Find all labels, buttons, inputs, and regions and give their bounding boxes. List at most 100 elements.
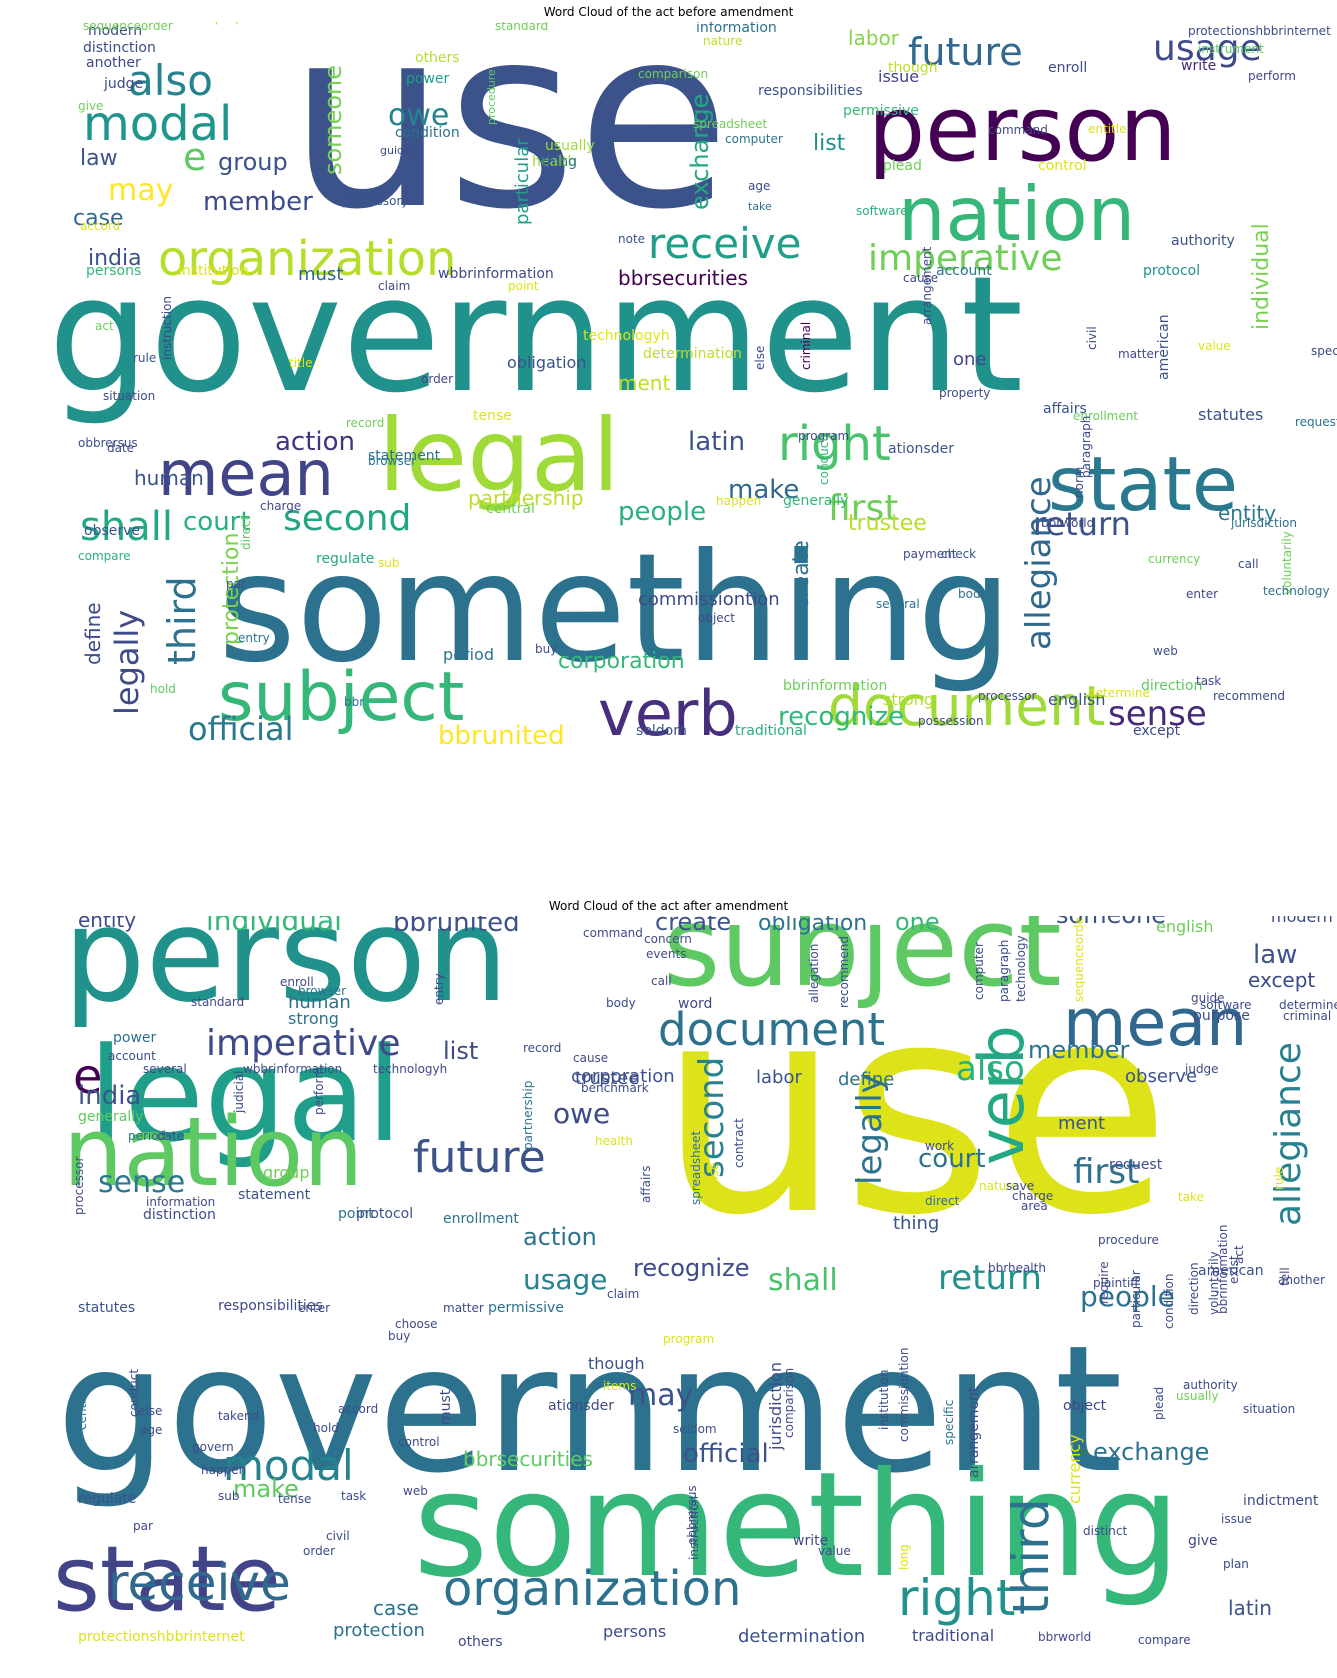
word-sense: sense: [98, 1165, 185, 1200]
word-bbrinformation: bbrinformation: [783, 678, 887, 694]
word-usage: usage: [523, 1263, 608, 1296]
word-observe: observe: [84, 523, 140, 539]
word-government: government: [48, 241, 1023, 428]
word-enrollment: enrollment: [1073, 409, 1138, 423]
word-civil: civil: [1085, 326, 1099, 350]
word-court: court: [918, 1144, 986, 1174]
word-enroll: enroll: [280, 975, 314, 989]
word-statement: statement: [238, 1187, 311, 1203]
word-first: first: [828, 488, 898, 529]
word-use: use: [658, 942, 1171, 1279]
word-give: give: [1188, 1533, 1218, 1549]
word-procedure: procedure: [1098, 1233, 1159, 1247]
word-instruction: instruction: [160, 296, 174, 360]
word-owe: owe: [388, 98, 449, 133]
word-plead: plead: [883, 158, 922, 174]
word-individual: individual: [1249, 223, 1274, 330]
word-statement: statement: [368, 448, 441, 464]
word-value: value: [818, 1544, 851, 1558]
word-government: government: [56, 1309, 1123, 1512]
word-bbrsecurities: bbrsecurities: [463, 1447, 593, 1471]
word-computer: computer: [725, 132, 783, 146]
word-future: future: [413, 1132, 546, 1183]
word-usage: usage: [1153, 28, 1262, 69]
word-modal: modal: [223, 1441, 354, 1490]
word-recognize: recognize: [633, 1254, 749, 1282]
word-legal: legal: [378, 397, 620, 514]
word-regulate: regulate: [316, 551, 374, 567]
word-ment: ment: [1058, 1113, 1105, 1134]
word-determine: determine: [1088, 686, 1150, 700]
word-instrument: instrument: [1198, 42, 1264, 56]
word-specific: specific: [942, 1400, 956, 1445]
word-obbrersus: obbrersus: [78, 436, 138, 450]
word-allegation: allegation: [807, 944, 821, 1003]
word-buy: buy: [388, 1329, 410, 1343]
word-entitle: entitle: [1088, 122, 1126, 136]
word-also: also: [128, 56, 213, 105]
word-record: record: [523, 1041, 561, 1055]
word-items: items: [603, 1379, 636, 1393]
word-norm: norm: [1072, 467, 1086, 498]
word-condition: condition: [1162, 1274, 1176, 1329]
word-date: date: [107, 441, 134, 455]
word-account: account: [936, 263, 992, 279]
word-traditional: traditional: [912, 1626, 994, 1645]
word-matter: matter: [1118, 347, 1159, 361]
word-return: return: [1033, 505, 1131, 543]
word-judge: judge: [103, 76, 143, 92]
word-plaintiff: plaintiff: [1093, 1276, 1139, 1290]
word-tense: tense: [473, 408, 512, 424]
word-allegiance: allegiance: [1019, 476, 1059, 650]
word-compare: compare: [78, 549, 131, 563]
word-standard: standard: [495, 22, 548, 33]
word-generally: generally: [783, 493, 848, 509]
word-create: create: [655, 916, 731, 936]
word-second: second: [692, 1057, 732, 1178]
word-verb: verb: [598, 677, 738, 750]
word-e: e: [183, 135, 206, 179]
word-rule: rule: [133, 351, 156, 365]
word-traditional: traditional: [735, 723, 807, 739]
word-guide: guide: [1191, 991, 1225, 1005]
word-object: object: [1063, 1398, 1107, 1414]
word-first: first: [1073, 1152, 1139, 1192]
word-program: program: [798, 429, 849, 443]
word-browser: browser: [368, 454, 416, 468]
word-command: command: [988, 123, 1048, 137]
word-par: par: [133, 1519, 153, 1533]
word-list: list: [443, 1037, 478, 1065]
word-make: make: [728, 475, 799, 505]
word-english: english: [1048, 690, 1106, 709]
word-protection: protection: [219, 533, 244, 645]
word-persons: persons: [86, 263, 141, 279]
word-receive: receive: [648, 219, 801, 268]
word-one: one: [895, 916, 940, 936]
word-commissiontion: commissiontion: [638, 589, 780, 610]
word-case: case: [73, 206, 124, 231]
word-ationsder: ationsder: [548, 1398, 614, 1414]
word-indictment: indictment: [1243, 1493, 1319, 1509]
word-information: information: [146, 1195, 215, 1209]
word-compare: compare: [1138, 1633, 1191, 1647]
word-future: future: [908, 30, 1023, 74]
word-persons: persons: [603, 1622, 666, 1641]
word-verb: verb: [965, 1025, 1038, 1165]
word-regulate: regulate: [78, 1491, 136, 1507]
word-object: object: [698, 611, 735, 625]
word-distinction: distinction: [83, 40, 156, 56]
word-technologyh: technologyh: [373, 1062, 447, 1076]
word-affairs: affairs: [639, 1166, 653, 1204]
word-computer: computer: [972, 942, 986, 1000]
word-act: act: [1232, 1245, 1246, 1264]
word-body: body: [958, 587, 988, 601]
word-institution: institution: [877, 1369, 891, 1430]
word-accord: accord: [80, 219, 120, 233]
word-power: power: [113, 1030, 157, 1046]
word-official: official: [188, 710, 294, 748]
word-voluntarily: voluntarily: [1280, 531, 1294, 595]
word-request: request: [1295, 415, 1337, 429]
word-sense: sense: [1108, 694, 1207, 734]
